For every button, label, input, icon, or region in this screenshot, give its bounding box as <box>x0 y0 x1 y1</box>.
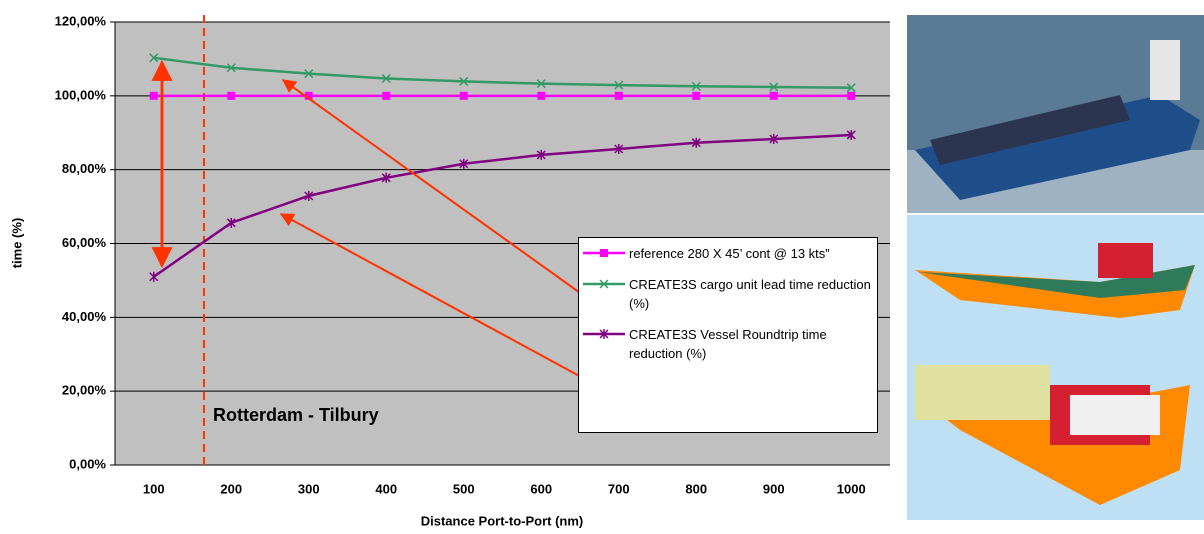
legend-swatch <box>583 279 625 289</box>
legend-item: CREATE3S Vessel Roundtrip time reduction… <box>583 325 871 363</box>
marker <box>381 73 391 84</box>
marker <box>769 134 779 145</box>
y-tick-label: 120,00% <box>55 13 107 28</box>
y-tick-label: 0,00% <box>69 456 106 471</box>
legend-label: CREATE3S Vessel Roundtrip time reduction… <box>629 327 827 361</box>
marker <box>614 80 624 90</box>
ship-images <box>907 15 1204 520</box>
marker <box>691 137 701 148</box>
y-axis-title: time (%) <box>9 218 24 269</box>
marker <box>459 158 469 169</box>
x-tick-label: 900 <box>763 481 785 496</box>
render-containers <box>915 365 1050 420</box>
x-tick-label: 1000 <box>837 481 866 496</box>
legend-swatch <box>583 249 625 257</box>
marker <box>227 91 236 100</box>
marker <box>614 91 623 100</box>
marker <box>459 91 468 100</box>
marker <box>691 81 701 91</box>
marker <box>459 76 469 86</box>
marker <box>304 69 314 79</box>
marker <box>537 91 546 100</box>
marker <box>599 279 609 289</box>
y-tick-label: 100,00% <box>55 87 107 102</box>
series-line <box>153 56 852 89</box>
marker <box>769 91 778 100</box>
x-tick-label: 400 <box>375 481 397 496</box>
legend-label: reference 280 X 45’ cont @ 13 kts” <box>629 246 830 261</box>
marker <box>149 271 159 282</box>
render-deck-1 <box>918 265 1195 298</box>
marker <box>226 63 236 73</box>
y-tick-label: 20,00% <box>62 383 107 398</box>
x-tick-label: 600 <box>530 481 552 496</box>
y-tick-label: 80,00% <box>62 161 107 176</box>
ship-photo-containers <box>930 95 1130 165</box>
y-tick-label: 40,00% <box>62 309 107 324</box>
legend-item: reference 280 X 45’ cont @ 13 kts” <box>583 244 871 263</box>
legend-item: CREATE3S cargo unit lead time reduction … <box>583 275 871 313</box>
marker <box>226 217 236 228</box>
ship-photo-bridge <box>1150 40 1180 100</box>
x-tick-label: 500 <box>453 481 475 496</box>
render-house-1 <box>1098 243 1153 278</box>
x-tick-label: 200 <box>220 481 242 496</box>
marker <box>536 79 546 89</box>
marker <box>769 82 779 92</box>
y-tick-label: 60,00% <box>62 235 107 250</box>
legend-label: CREATE3S cargo unit lead time reduction … <box>629 277 871 311</box>
x-tick-label: 800 <box>685 481 707 496</box>
annotation: Rotterdam - Tilbury <box>213 405 379 425</box>
render-superstructure <box>1070 395 1160 435</box>
marker <box>847 91 856 100</box>
arrow <box>281 79 584 296</box>
legend: reference 280 X 45’ cont @ 13 kts” CREATE… <box>578 237 878 433</box>
ship-photo-hull <box>915 95 1200 200</box>
marker <box>304 190 314 201</box>
marker <box>381 172 391 183</box>
marker <box>304 91 313 100</box>
x-tick-label: 700 <box>608 481 630 496</box>
legend-swatch <box>583 329 625 339</box>
marker <box>692 91 701 100</box>
x-axis-title: Distance Port-to-Port (nm) <box>421 513 584 528</box>
marker <box>846 129 856 140</box>
x-tick-label: 300 <box>298 481 320 496</box>
series-line <box>153 133 852 278</box>
marker <box>382 91 391 100</box>
marker <box>600 249 608 257</box>
arrow <box>279 213 584 379</box>
x-tick-label: 100 <box>143 481 165 496</box>
marker <box>614 143 624 154</box>
marker <box>846 83 856 93</box>
marker <box>599 329 609 339</box>
series-group <box>149 53 856 282</box>
marker <box>149 91 158 100</box>
marker <box>536 149 546 160</box>
